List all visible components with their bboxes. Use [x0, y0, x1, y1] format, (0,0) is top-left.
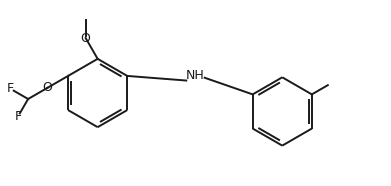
Text: NH: NH: [186, 69, 205, 82]
Text: O: O: [42, 81, 52, 94]
Text: F: F: [7, 82, 14, 95]
Text: F: F: [14, 110, 22, 123]
Text: O: O: [81, 32, 91, 45]
